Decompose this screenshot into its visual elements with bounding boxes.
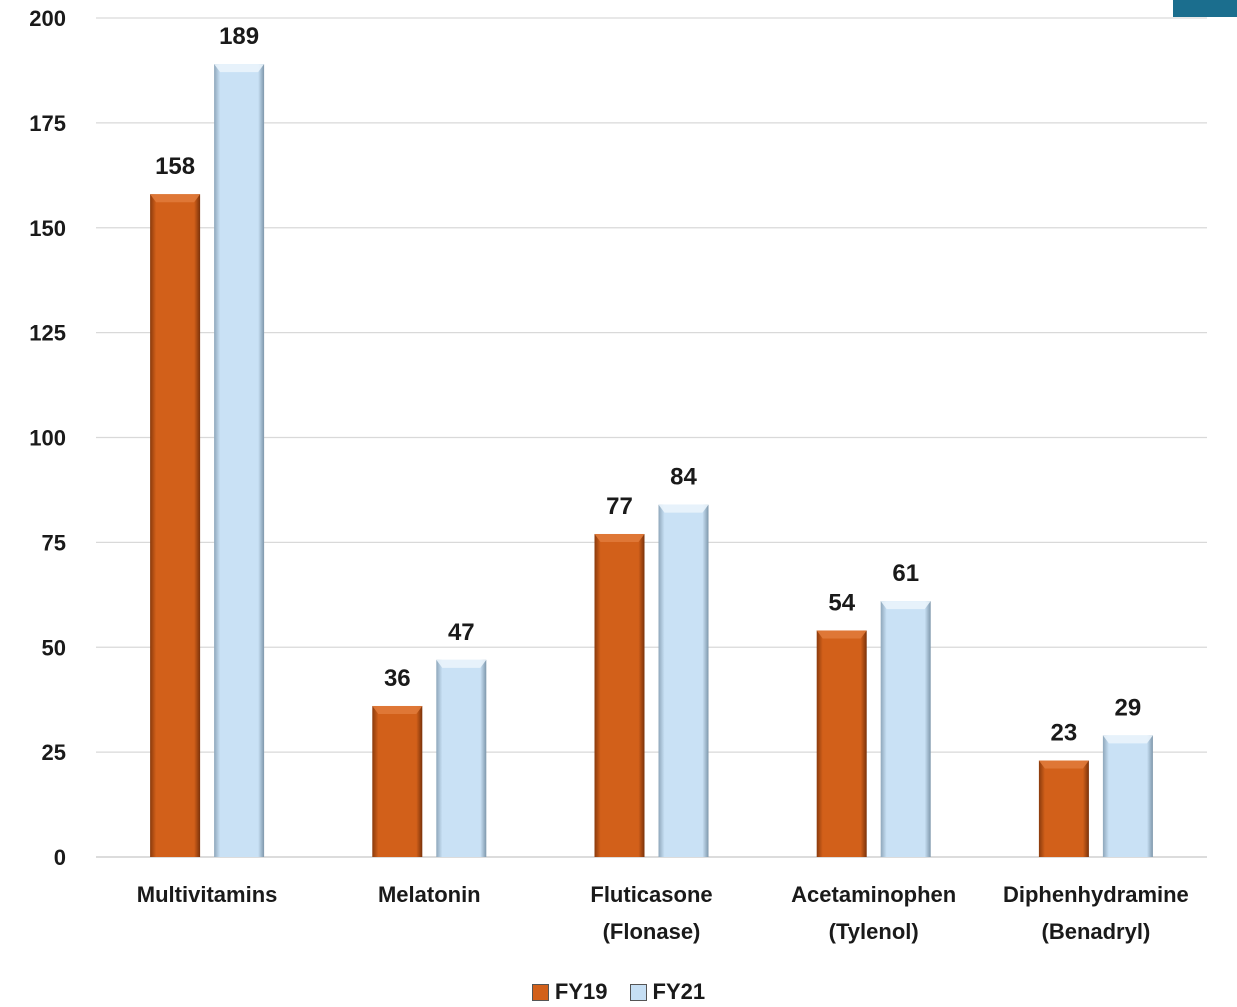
y-tick-label: 25 bbox=[42, 740, 66, 765]
y-tick-label: 150 bbox=[29, 216, 66, 241]
y-tick-label: 175 bbox=[29, 111, 66, 136]
data-label: 47 bbox=[448, 619, 475, 646]
bar-fy21 bbox=[436, 659, 487, 857]
bar-fy19 bbox=[594, 533, 645, 857]
bars bbox=[150, 64, 1153, 857]
data-labels: 158 189 36 47 77 84 54 61 23 29 bbox=[155, 23, 1141, 746]
data-label: 77 bbox=[606, 493, 633, 520]
bar-fy21 bbox=[1102, 735, 1153, 857]
data-label: 84 bbox=[670, 464, 697, 491]
y-axis: 0 25 50 75 100 125 150 175 200 bbox=[29, 6, 66, 870]
bar-bevel bbox=[214, 64, 265, 73]
data-label: 29 bbox=[1115, 694, 1142, 721]
bar-bevel bbox=[816, 630, 867, 639]
x-tick-label: Diphenhydramine bbox=[1003, 882, 1189, 907]
x-tick-label: (Flonase) bbox=[603, 919, 701, 944]
legend-label: FY21 bbox=[652, 979, 706, 1004]
bar-bevel bbox=[594, 533, 645, 542]
x-tick-label: Acetaminophen bbox=[791, 882, 956, 907]
x-tick-label: (Benadryl) bbox=[1042, 919, 1151, 944]
legend-label: FY19 bbox=[554, 979, 608, 1004]
bar-fy19 bbox=[372, 705, 423, 857]
legend: FY19 FY21 bbox=[0, 978, 1237, 1006]
data-label: 158 bbox=[155, 153, 195, 180]
y-tick-label: 200 bbox=[29, 6, 66, 31]
x-tick-label: Multivitamins bbox=[137, 882, 278, 907]
bar-bevel bbox=[1102, 735, 1153, 744]
gridlines bbox=[96, 17, 1207, 858]
bar-bevel bbox=[880, 601, 931, 610]
data-label: 36 bbox=[384, 665, 411, 692]
y-tick-label: 125 bbox=[29, 321, 66, 346]
bar-bevel bbox=[150, 194, 201, 203]
bar-bevel bbox=[436, 659, 487, 668]
x-tick-label: Fluticasone bbox=[590, 882, 712, 907]
bar-fy19 bbox=[816, 630, 867, 857]
bar-fy21 bbox=[880, 601, 931, 857]
bar-bevel bbox=[1038, 760, 1089, 769]
bar-bevel bbox=[372, 705, 423, 714]
x-tick-label: (Tylenol) bbox=[829, 919, 919, 944]
bar-fy21 bbox=[214, 64, 265, 857]
bar-fy19 bbox=[150, 194, 201, 857]
legend-item-fy21: FY21 bbox=[629, 979, 706, 1005]
bar-fy21 bbox=[658, 504, 709, 857]
data-label: 189 bbox=[219, 23, 259, 50]
y-tick-label: 50 bbox=[42, 635, 66, 660]
bar-fy19 bbox=[1038, 760, 1089, 857]
y-tick-label: 75 bbox=[42, 530, 66, 555]
x-axis: Multivitamins Melatonin Fluticasone (Flonas… bbox=[137, 882, 1189, 944]
y-tick-label: 0 bbox=[54, 845, 66, 870]
corner-accent-tab bbox=[1173, 0, 1237, 17]
data-label: 61 bbox=[892, 560, 919, 587]
bar-bevel bbox=[658, 504, 709, 513]
data-label: 23 bbox=[1051, 720, 1078, 747]
y-tick-label: 100 bbox=[29, 426, 66, 451]
data-label: 54 bbox=[828, 589, 855, 616]
legend-swatch bbox=[531, 983, 549, 1001]
legend-item-fy19: FY19 bbox=[531, 979, 608, 1005]
legend-swatch bbox=[629, 983, 647, 1001]
x-tick-label: Melatonin bbox=[378, 882, 481, 907]
